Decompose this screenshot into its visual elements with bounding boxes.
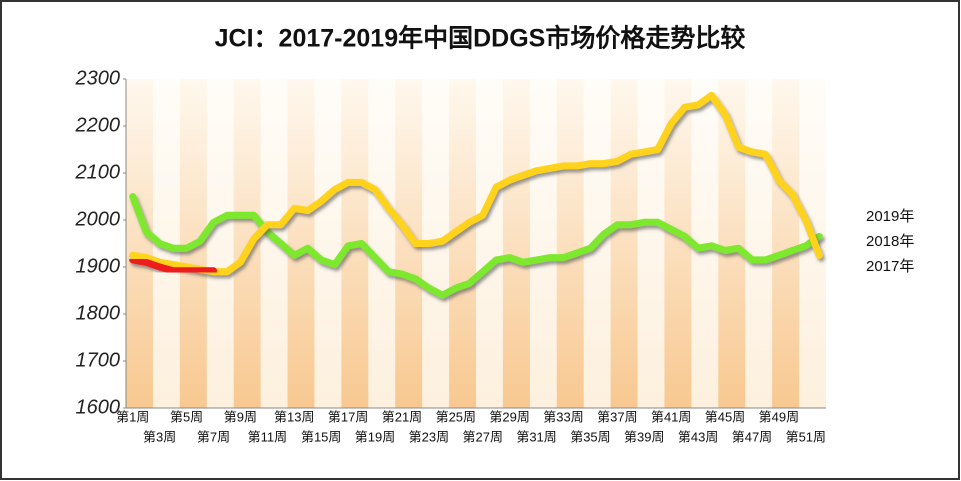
x-tick-label: 第15周	[301, 429, 341, 444]
legend-label: 2019年	[866, 208, 914, 225]
background-band	[287, 79, 315, 408]
x-tick-label: 第27周	[462, 429, 502, 444]
x-tick-label: 第5周	[170, 409, 203, 424]
background-band	[233, 79, 261, 408]
x-tick-label: 第21周	[382, 409, 422, 424]
chart-title: JCI：2017-2019年中国DDGS市场价格走势比较	[215, 24, 746, 53]
x-tick-label: 第11周	[248, 429, 288, 444]
legend-label: 2018年	[866, 233, 914, 250]
series-line	[129, 256, 217, 275]
background-band	[556, 79, 584, 408]
y-tick-label: 2000	[75, 208, 121, 230]
x-tick-label: 第9周	[224, 409, 257, 424]
y-tick-label: 2200	[75, 114, 121, 136]
x-tick-label: 第19周	[355, 429, 395, 444]
legend-label: 2017年	[866, 258, 914, 275]
series-line	[129, 91, 823, 276]
x-tick-label: 第7周	[197, 429, 230, 444]
x-tick-label: 第51周	[786, 429, 826, 444]
x-tick-label: 第35周	[570, 429, 610, 444]
background-band	[502, 79, 530, 408]
y-tick-label: 2100	[75, 161, 121, 183]
background-band	[772, 79, 800, 408]
x-tick-label: 第29周	[489, 409, 529, 424]
background-band	[610, 79, 638, 408]
series-line	[129, 193, 823, 299]
x-tick-label: 第43周	[678, 429, 718, 444]
background-band	[126, 79, 153, 408]
x-tick-label: 第25周	[436, 409, 476, 424]
x-tick-label: 第13周	[274, 409, 314, 424]
x-tick-label: 第3周	[143, 429, 176, 444]
x-tick-label: 第37周	[597, 409, 637, 424]
y-tick-label: 1700	[76, 349, 121, 371]
background-band	[449, 79, 476, 408]
x-tick-label: 第1周	[116, 409, 149, 424]
x-tick-label: 第49周	[759, 409, 799, 424]
x-tick-label: 第41周	[651, 409, 691, 424]
y-tick-label: 1900	[76, 255, 121, 277]
x-tick-label: 第23周	[409, 429, 449, 444]
x-tick-label: 第17周	[328, 409, 368, 424]
y-tick-label: 1600	[76, 396, 121, 418]
y-tick-label: 2300	[75, 67, 121, 89]
x-tick-label: 第47周	[732, 429, 772, 444]
y-tick-label: 1800	[76, 302, 121, 324]
x-tick-label: 第33周	[543, 409, 583, 424]
x-tick-label: 第45周	[705, 409, 745, 424]
x-tick-label: 第31周	[516, 429, 556, 444]
x-tick-label: 第39周	[624, 429, 664, 444]
